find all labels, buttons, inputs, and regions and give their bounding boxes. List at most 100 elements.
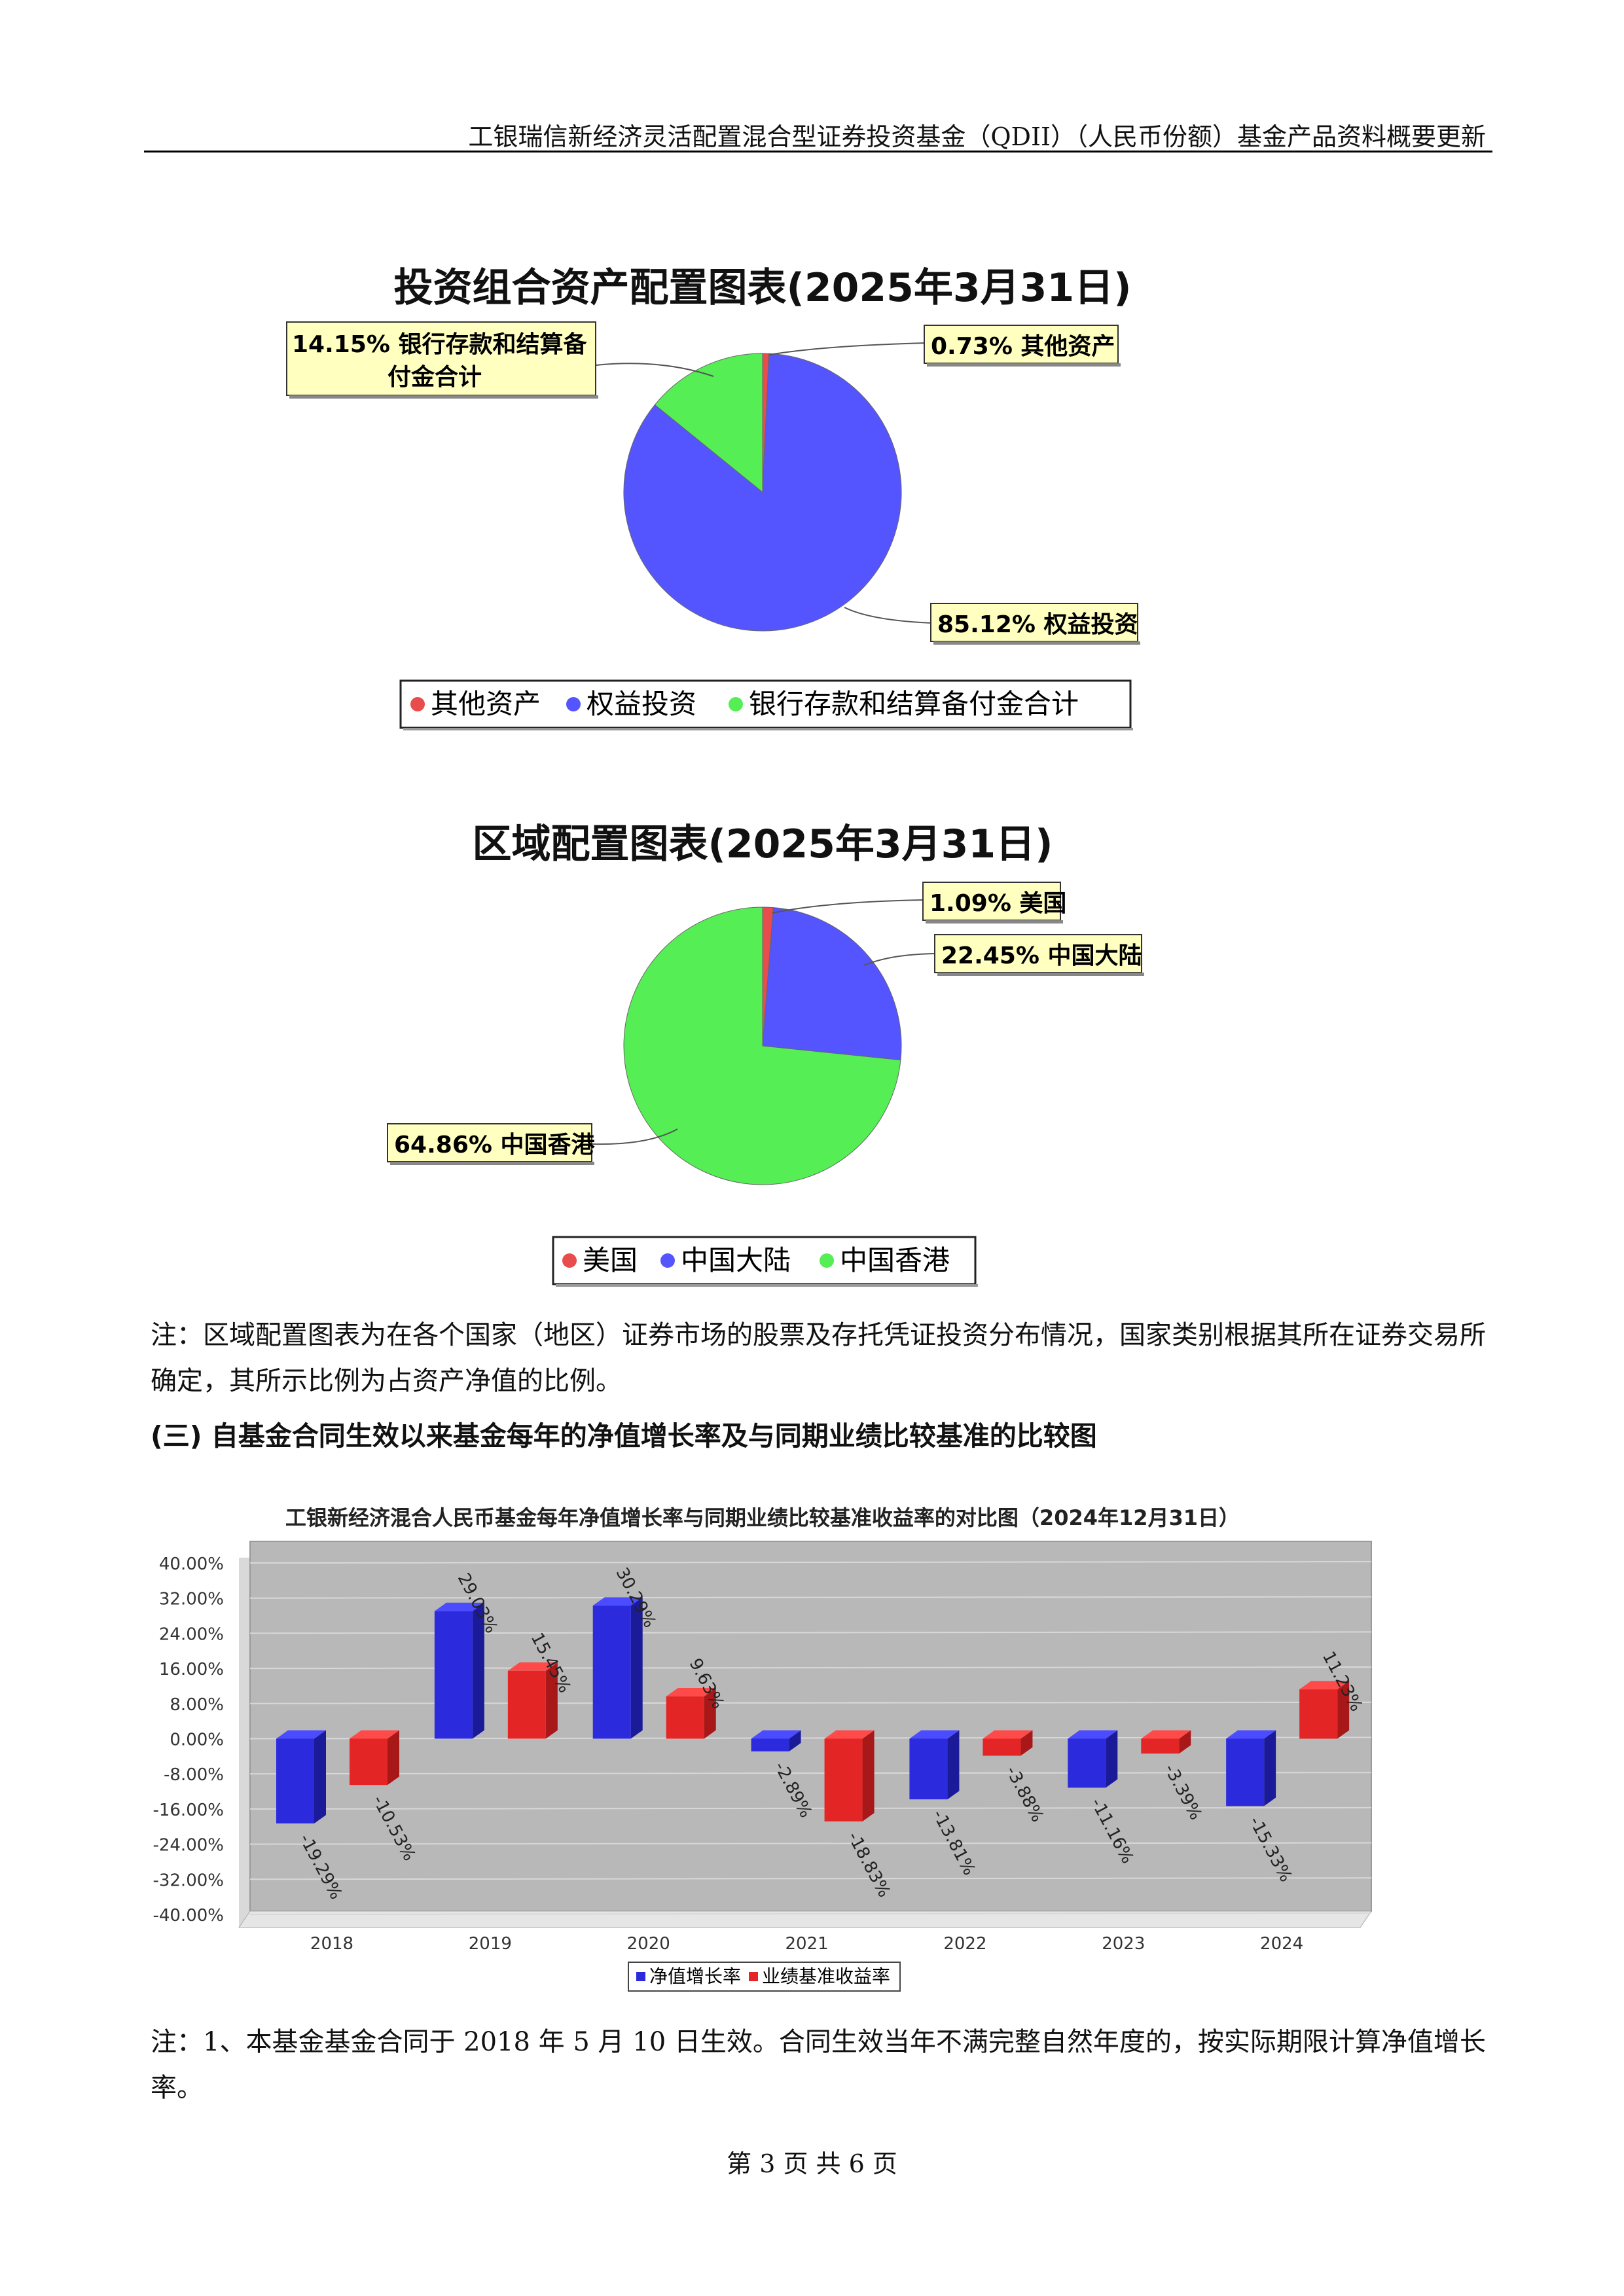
y-tick-label: -16.00%: [153, 1801, 224, 1820]
bar-side: [472, 1602, 484, 1739]
bar-top: [276, 1730, 326, 1739]
asset-legend-bank: 银行存款和结算备付金合计: [749, 688, 1079, 720]
y-tick-label: 40.00%: [159, 1554, 224, 1574]
establishment-note: 注：1、本基金基金合同于 2018 年 5 月 10 日生效。合同生效当年不满完…: [151, 2027, 1486, 2103]
region-legend: 美国 中国大陆 中国香港: [552, 1236, 978, 1287]
region-legend-us: 美国: [583, 1244, 638, 1276]
bar-chart-title: 工银新经济混合人民币基金每年净值增长率与同期业绩比较基准收益率的对比图（2024…: [285, 1505, 1240, 1530]
bar-top: [983, 1730, 1033, 1739]
bar-benchmark: [983, 1738, 1021, 1756]
grid-line: [249, 1842, 1372, 1845]
grid-line: [249, 1806, 1372, 1810]
region-legend-mainland: 中国大陆: [681, 1244, 791, 1276]
bar-side: [1337, 1681, 1350, 1739]
bar-top: [909, 1730, 960, 1739]
bar-side: [704, 1688, 716, 1739]
bar-top: [434, 1602, 484, 1611]
x-tick-label: 2021: [785, 1934, 828, 1954]
legend-equity-icon: [566, 697, 581, 711]
region-label-mainland: 22.45% 中国大陆: [934, 934, 1144, 976]
asset-chart-title: 投资组合资产配置图表(2025年3月31日): [393, 265, 1131, 311]
region-leader-hk: [592, 1128, 678, 1145]
asset-leader-other: [768, 342, 927, 355]
region-leader-mainland: [863, 953, 937, 966]
legend-mainland-icon: [660, 1253, 675, 1268]
bar-benchmark: [507, 1670, 546, 1739]
bar-top: [1068, 1730, 1118, 1739]
grid-line: [249, 1877, 1372, 1880]
bar-nav: [592, 1605, 631, 1739]
bar-side: [789, 1730, 801, 1751]
region-slice-1: [762, 907, 902, 1061]
bar-top: [824, 1730, 875, 1739]
legend-hk-icon: [820, 1253, 834, 1268]
bar-top: [350, 1730, 399, 1739]
grid-line: [249, 1561, 1372, 1564]
bar-side: [1264, 1730, 1276, 1806]
page-header: 工银瑞信新经济灵活配置混合型证券投资基金（QDII）（人民币份额）基金产品资料概…: [144, 111, 1492, 152]
bar-nav: [434, 1611, 473, 1739]
plot-floor: [238, 1910, 1372, 1928]
y-tick-label: -24.00%: [153, 1836, 224, 1856]
bar-nav: [276, 1738, 314, 1823]
y-tick-label: 0.00%: [170, 1731, 224, 1750]
region-label-hk-text: 64.86% 中国香港: [394, 1132, 595, 1158]
asset-label-other: 0.73% 其他资产: [924, 325, 1121, 367]
asset-pie-chart: 投资组合资产配置图表(2025年3月31日) 0.73% 其他资产 85.12%…: [286, 265, 1140, 730]
y-tick-label: 24.00%: [159, 1624, 224, 1644]
bar-top: [592, 1597, 643, 1606]
bar-legend-benchmark: 业绩基准收益率: [762, 1965, 890, 1987]
bar-benchmark: [824, 1738, 863, 1821]
bar-side: [545, 1662, 558, 1739]
bar-side: [947, 1730, 960, 1800]
bar-side: [862, 1730, 875, 1821]
region-label-hk: 64.86% 中国香港: [387, 1123, 595, 1165]
asset-legend: 其他资产 权益投资 银行存款和结算备付金合计: [399, 679, 1133, 730]
bar-top: [507, 1662, 558, 1671]
asset-legend-other: 其他资产: [431, 688, 541, 720]
grid-line: [249, 1596, 1372, 1599]
asset-leader-equity: [844, 607, 933, 624]
x-tick-label: 2018: [310, 1934, 353, 1954]
bar-side: [1179, 1730, 1191, 1754]
section-title: (三) 自基金合同生效以来基金每年的净值增长率及与同期业绩比较基准的比较图: [151, 1420, 1097, 1452]
asset-label-bank: 14.15% 银行存款和结算备 付金合计: [286, 321, 598, 399]
grid-line: [249, 1912, 1372, 1915]
bar-top: [1141, 1730, 1191, 1739]
asset-label-bank-line1: 14.15% 银行存款和结算备: [292, 331, 587, 358]
bar-nav: [751, 1738, 789, 1751]
bar-side: [314, 1730, 326, 1823]
x-tick-label: 2024: [1260, 1934, 1303, 1954]
asset-label-equity: 85.12% 权益投资: [930, 603, 1140, 645]
bar-chart: 工银新经济混合人民币基金每年净值增长率与同期业绩比较基准收益率的对比图（2024…: [153, 1505, 1372, 1992]
asset-leader-bank: [595, 363, 714, 377]
header-title: 工银瑞信新经济灵活配置混合型证券投资基金（QDII）（人民币份额）基金产品资料概…: [468, 122, 1486, 151]
region-label-us: 1.09% 美国: [922, 882, 1066, 924]
x-tick-label: 2023: [1102, 1934, 1145, 1954]
asset-label-other-text: 0.73% 其他资产: [931, 333, 1115, 360]
bar-side: [1106, 1730, 1118, 1788]
region-slice-2: [623, 906, 901, 1185]
bar-nav: [1068, 1738, 1106, 1788]
x-tick-label: 2022: [943, 1934, 986, 1954]
y-tick-label: -32.00%: [153, 1871, 224, 1890]
bar-benchmark: [666, 1696, 704, 1739]
bar-top: [751, 1730, 801, 1739]
asset-slice-2: [654, 353, 763, 493]
bar-side: [630, 1597, 643, 1739]
legend-us-icon: [562, 1253, 577, 1268]
x-tick-label: 2020: [627, 1934, 670, 1954]
y-tick-label: -8.00%: [164, 1765, 224, 1785]
bar-nav: [1226, 1738, 1265, 1806]
bar-top: [1226, 1730, 1276, 1739]
y-tick-label: 8.00%: [170, 1695, 224, 1715]
region-note: 注：区域配置图表为在各个国家（地区）证券市场的股票及存托凭证投资分布情况，国家类…: [151, 1320, 1486, 1396]
y-tick-label: -40.00%: [153, 1906, 224, 1926]
region-pie-chart: 区域配置图表(2025年3月31日) 1.09% 美国 22.45% 中国大陆 …: [387, 821, 1144, 1287]
x-tick-label: 2019: [469, 1934, 512, 1954]
asset-label-bank-line2: 付金合计: [388, 363, 482, 391]
bar-benchmark: [1299, 1689, 1338, 1739]
asset-label-equity-text: 85.12% 权益投资: [937, 611, 1138, 638]
bar-benchmark: [350, 1738, 388, 1785]
